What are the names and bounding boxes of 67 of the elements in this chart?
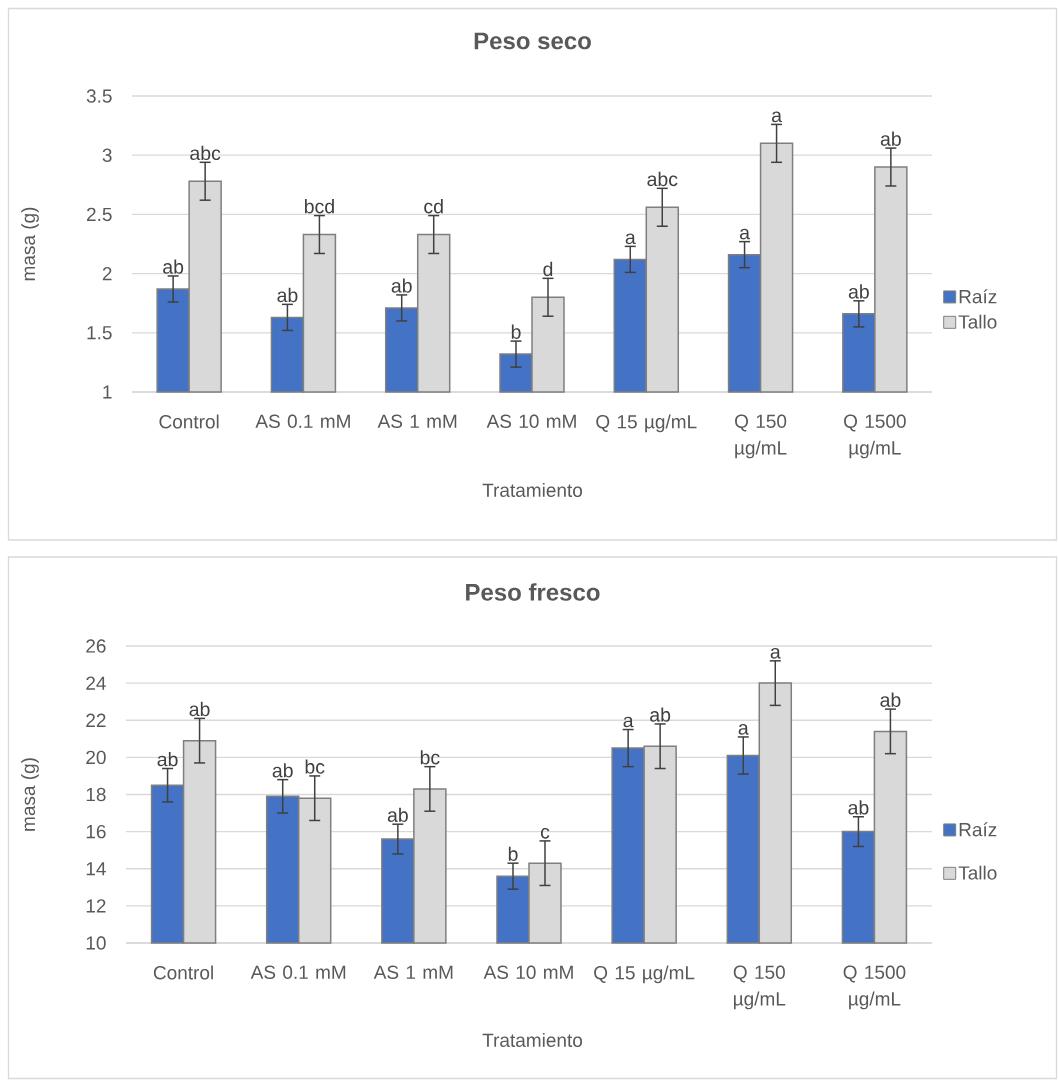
- data-label: cd: [424, 199, 443, 214]
- y-tick-label: 3: [102, 148, 112, 162]
- data-label: b: [511, 324, 521, 339]
- y-tick-label: 2.5: [87, 207, 112, 222]
- data-label: abc: [190, 145, 221, 161]
- x-axis-title: Tratamiento: [482, 1033, 583, 1047]
- y-tick-label: 1.5: [87, 326, 112, 340]
- data-label: abc: [647, 171, 678, 187]
- legend-label: Tallo: [958, 314, 997, 329]
- data-label: b: [508, 846, 518, 861]
- x-tick-label: Control: [153, 965, 213, 980]
- data-label: a: [623, 716, 634, 728]
- x-tick-label: Q 150 µg/mL: [735, 414, 787, 459]
- data-label: ab: [277, 287, 298, 303]
- x-tick-label: AS 10 mM: [483, 965, 573, 979]
- data-label: ab: [880, 131, 901, 146]
- data-label: ab: [848, 800, 869, 815]
- chart-title: Peso seco: [474, 32, 591, 50]
- x-tick-label: AS 0.1 mM: [250, 965, 346, 979]
- x-tick-label: Q 1500 µg/mL: [843, 965, 906, 1010]
- x-tick-label: Q 1500 µg/mL: [844, 414, 906, 459]
- y-tick-label: 24: [86, 676, 106, 690]
- y-tick-label: 20: [86, 750, 106, 765]
- x-tick-label: Q 15 µg/mL: [596, 414, 697, 433]
- y-tick-label: 26: [86, 639, 106, 653]
- data-label: a: [739, 228, 750, 240]
- data-label: ab: [163, 259, 184, 274]
- x-tick-label: AS 1 mM: [373, 965, 453, 979]
- legend-label: Tallo: [958, 865, 997, 880]
- x-tick-label: Q 15 µg/mL: [594, 965, 695, 984]
- y-tick-label: 1: [103, 385, 112, 399]
- data-label: a: [771, 111, 782, 123]
- data-label: ab: [650, 707, 671, 722]
- y-tick-label: 14: [86, 862, 106, 876]
- y-tick-label: 22: [86, 713, 106, 727]
- y-tick-label: 12: [86, 899, 106, 913]
- y-axis-title: masa (g): [21, 758, 39, 831]
- data-label: ab: [189, 701, 210, 717]
- x-tick-label: Control: [159, 414, 219, 429]
- data-label: ab: [848, 284, 869, 299]
- legend-label: Raíz: [959, 289, 997, 304]
- y-tick-label: 16: [86, 824, 106, 839]
- x-axis-title: Tratamiento: [482, 483, 583, 497]
- x-tick-label: AS 0.1 mM: [255, 414, 350, 428]
- data-label: a: [625, 233, 636, 245]
- y-tick-label: 3.5: [86, 89, 112, 103]
- y-axis-title: masa (g): [21, 207, 39, 281]
- y-tick-label: 10: [86, 936, 106, 950]
- y-tick-label: 18: [86, 787, 106, 802]
- data-label: ab: [391, 278, 412, 293]
- data-label: ab: [157, 751, 178, 767]
- x-tick-label: Q 150 µg/mL: [733, 965, 786, 1010]
- data-label: d: [543, 261, 553, 277]
- data-label: bcd: [304, 199, 334, 214]
- x-tick-label: AS 1 mM: [377, 414, 457, 428]
- data-label: bc: [420, 750, 440, 765]
- y-tick-label: 2: [102, 266, 112, 281]
- data-label: ab: [880, 692, 901, 707]
- data-label: c: [540, 828, 550, 839]
- data-label: ab: [272, 763, 293, 778]
- data-label: a: [738, 724, 749, 735]
- chart-title: Peso fresco: [466, 583, 600, 601]
- x-tick-label: AS 10 mM: [486, 414, 576, 428]
- legend-label: Raíz: [959, 822, 997, 837]
- data-label: a: [770, 647, 781, 659]
- data-label: bc: [305, 759, 325, 774]
- data-label: ab: [387, 807, 408, 822]
